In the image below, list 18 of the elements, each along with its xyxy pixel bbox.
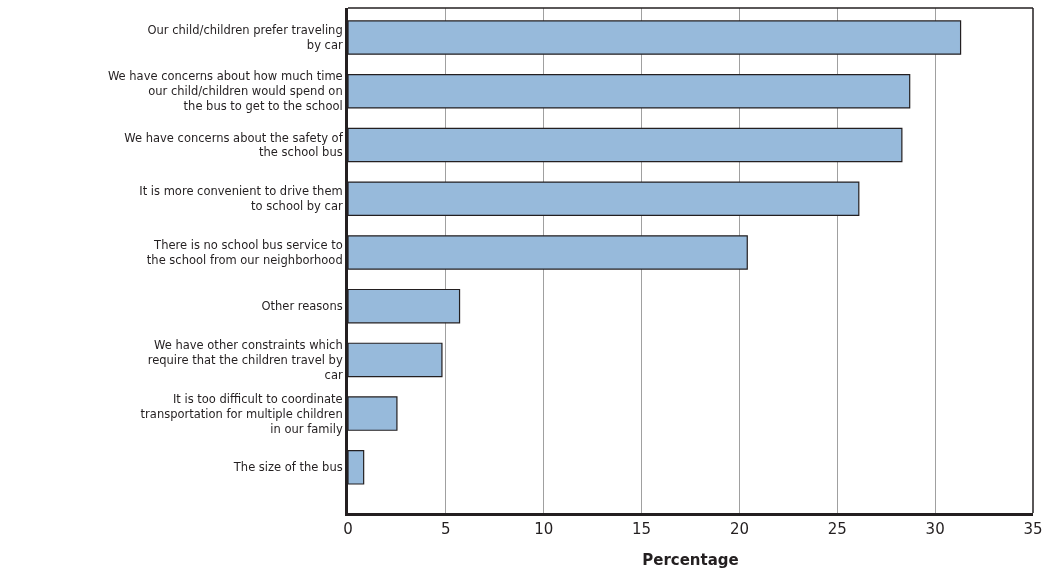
x-tick-label: 30 [925, 520, 945, 538]
y-tick-label: The size of the bus [232, 460, 343, 475]
y-tick-label: It is more convenient to drive them to school by car [139, 184, 343, 214]
x-tick-label: 0 [343, 520, 353, 538]
x-tick-label: 5 [441, 520, 451, 538]
y-tick-label: We have concerns about how much time our child/children would spend on the bus to get to the school [107, 69, 343, 114]
y-tick-label: Our child/children prefer traveling by car [147, 23, 343, 53]
y-tick-label: Other reasons [261, 299, 343, 314]
x-axis-title: Percentage [642, 551, 739, 569]
y-tick-label: There is no school bus service to the school from our neighborhood [146, 237, 343, 267]
y-tick-label: We have other constraints which require that the children travel by car [147, 337, 343, 382]
x-tick-label: 15 [632, 520, 652, 538]
x-tick-label: 35 [1023, 520, 1043, 538]
y-tick-label: It is too difficult to coordinate transportation for multiple children in our family [140, 391, 343, 436]
x-tick-label: 25 [827, 520, 847, 538]
x-tick-label: 10 [534, 520, 554, 538]
x-tick-label: 20 [729, 520, 749, 538]
y-tick-label: We have concerns about the safety of the school bus [124, 130, 344, 160]
